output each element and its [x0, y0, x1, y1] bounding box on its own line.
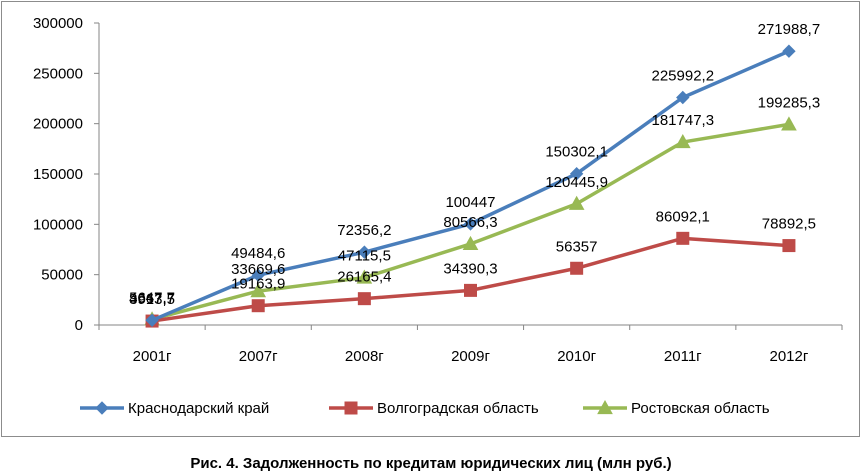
- data-point: [357, 292, 371, 306]
- data-point: [568, 195, 585, 210]
- data-point: [674, 134, 691, 149]
- data-point: [569, 166, 584, 181]
- y-tick-label: 150000: [33, 166, 83, 183]
- data-label: 100447: [445, 194, 495, 211]
- x-tick-label: 2007г: [239, 348, 278, 365]
- data-label: 5647,7: [129, 289, 175, 306]
- y-tick-label: 50000: [41, 267, 83, 284]
- data-label: 199285,3: [758, 94, 821, 111]
- data-label: 49484,6: [231, 245, 285, 262]
- data-point: [570, 261, 584, 275]
- data-label: 72356,2: [337, 222, 391, 239]
- data-label: 26165,4: [337, 269, 391, 286]
- data-label: 225992,2: [651, 68, 714, 85]
- y-tick-label: 100000: [33, 216, 83, 233]
- data-label: 86092,1: [656, 208, 710, 225]
- x-tick-label: 2010г: [557, 348, 596, 365]
- data-label: 33669,6: [231, 261, 285, 278]
- data-point: [462, 235, 479, 250]
- y-tick-label: 200000: [33, 116, 83, 133]
- figure-caption: Рис. 4. Задолженность по кредитам юридич…: [190, 455, 672, 472]
- x-tick-label: 2012г: [770, 348, 809, 365]
- x-tick-label: 2011г: [664, 348, 702, 365]
- data-label: 150302,1: [545, 144, 608, 161]
- data-point: [357, 245, 372, 259]
- legend-marker: [95, 401, 109, 415]
- x-tick-label: 2009г: [451, 348, 490, 365]
- data-point: [145, 313, 159, 328]
- legend-label: Краснодарский край: [128, 400, 269, 417]
- data-label: 56357: [556, 238, 598, 255]
- data-point: [676, 231, 690, 245]
- data-point: [781, 116, 797, 131]
- data-point: [782, 44, 796, 58]
- line-chart: 0 50000 100000 150000 200000 250000 300000 2001…: [33, 15, 843, 417]
- data-label: 19163,9: [231, 276, 285, 293]
- legend-marker: [597, 399, 613, 415]
- data-label: 4667,7: [129, 290, 175, 307]
- x-tick-label: 2008г: [345, 348, 384, 365]
- data-point: [782, 239, 796, 253]
- data-label: 120445,9: [545, 174, 608, 191]
- data-label: 80566,3: [443, 214, 497, 231]
- legend-label: Волгоградская область: [377, 400, 539, 417]
- y-tick-label: 250000: [33, 65, 83, 82]
- data-point: [250, 283, 267, 298]
- data-point: [356, 269, 373, 284]
- y-tick-label: 0: [75, 317, 83, 334]
- data-point: [463, 217, 478, 231]
- data-label: 181747,3: [651, 112, 714, 129]
- chart-area: 0 50000 100000 150000 200000 250000 300000 2001…: [1, 1, 860, 437]
- data-point: [464, 283, 477, 297]
- legend-marker: [344, 401, 358, 415]
- x-tick-label: 2001г: [133, 348, 172, 365]
- data-point: [251, 268, 265, 282]
- data-label: 3913,5: [129, 291, 175, 308]
- data-point: [676, 90, 690, 105]
- legend-label: Ростовская область: [631, 400, 770, 417]
- data-label: 47115,5: [338, 248, 391, 265]
- data-label: 34390,3: [443, 260, 497, 277]
- data-point: [251, 299, 265, 313]
- data-label: 271988,7: [758, 21, 821, 38]
- data-label: 78892,5: [762, 216, 816, 233]
- y-tick-label: 300000: [33, 15, 83, 32]
